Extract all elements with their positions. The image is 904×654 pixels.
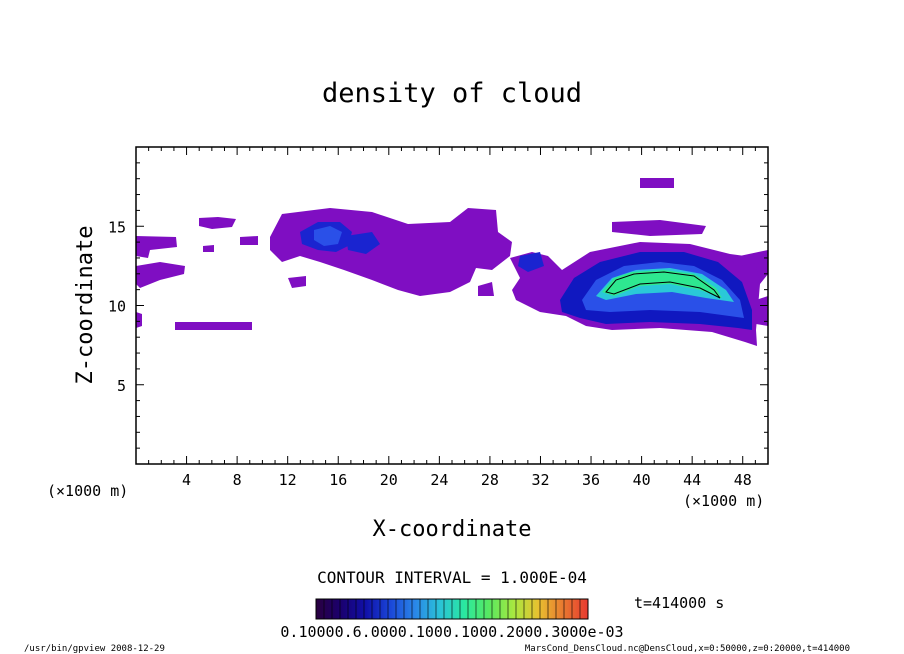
x-tick-label: 40 — [633, 471, 651, 489]
y-tick-label: 5 — [117, 377, 126, 395]
cloud-patch-right-mid — [736, 266, 760, 284]
cloud-core-small — [518, 252, 544, 272]
colorbar-labels: 0.10000.6.0000.1000.1000.2000.3000e-03 — [280, 623, 623, 641]
cloud-patch-left-low — [136, 262, 185, 288]
x-tick-label: 16 — [329, 471, 347, 489]
x-tick-label: 20 — [380, 471, 398, 489]
x-tick-label: 8 — [233, 471, 242, 489]
x-unit-left: (×1000 m) — [47, 482, 128, 500]
cloud-patch-left — [136, 236, 177, 258]
cloud-blue-layer — [300, 222, 752, 330]
cloud-patch-mid — [478, 282, 494, 296]
y-axis-ticks: 5 10 15 — [108, 162, 768, 449]
y-tick-label: 10 — [108, 298, 126, 316]
cloud-core-right-green — [602, 270, 722, 298]
x-axis-ticks: 4 8 12 16 20 24 28 32 36 40 44 48 — [148, 147, 756, 489]
x-axis-label: X-coordinate — [373, 517, 532, 542]
footer-left: /usr/bin/gpview 2008-12-29 — [24, 644, 165, 654]
y-axis-label: Z-coordinate — [73, 226, 98, 385]
x-unit-right: (×1000 m) — [683, 492, 764, 510]
cloud-patch-upper-right — [612, 220, 706, 236]
footer-right: MarsCond_DensCloud.nc@DensCloud,x=0:5000… — [525, 644, 850, 654]
x-tick-label: 48 — [734, 471, 752, 489]
y-tick-label: 15 — [108, 218, 126, 236]
cloud-patch-small4 — [288, 276, 306, 288]
cloud-patch-small3 — [240, 236, 258, 245]
cloud-patch-top-right — [640, 178, 674, 188]
cloud-core-mid — [346, 232, 380, 254]
x-tick-label: 24 — [430, 471, 448, 489]
colorbar-ticks — [323, 599, 581, 619]
x-tick-label: 36 — [582, 471, 600, 489]
cloud-patch-right-edge — [756, 296, 768, 326]
cloud-contour-line — [605, 271, 721, 299]
cloud-main-left — [270, 208, 512, 296]
time-label: t=414000 s — [634, 594, 724, 612]
cloud-field — [136, 178, 768, 346]
x-tick-label: 12 — [279, 471, 297, 489]
x-tick-label: 32 — [531, 471, 549, 489]
cloud-patch-small2 — [203, 245, 214, 252]
x-tick-label: 28 — [481, 471, 499, 489]
cloud-patch-left-edge — [136, 312, 142, 328]
cloud-patch-low-band — [175, 322, 252, 330]
x-tick-label: 4 — [182, 471, 191, 489]
contour-interval-label: CONTOUR INTERVAL = 1.000E-04 — [317, 568, 587, 587]
cloud-patch-right-top — [730, 250, 768, 266]
cloud-core-left2 — [314, 226, 342, 246]
chart-title: density of cloud — [322, 78, 582, 109]
x-tick-label: 44 — [683, 471, 701, 489]
cloud-patch-small1 — [199, 217, 236, 229]
